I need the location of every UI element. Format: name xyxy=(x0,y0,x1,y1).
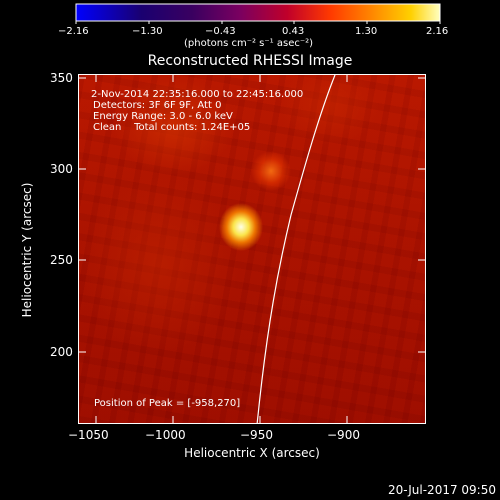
image-title: Reconstructed RHESSI Image xyxy=(147,53,353,69)
colorbar-tick-4: 1.30 xyxy=(355,26,378,37)
overlay-method-counts: Clean Total counts: 1.24E+05 xyxy=(93,122,251,133)
overlay-energy-range: Energy Range: 3.0 - 6.0 keV xyxy=(93,111,233,122)
colorbar-tick-0: −2.16 xyxy=(58,26,89,37)
y-tick-label-1: 300 xyxy=(50,162,73,176)
footer-timestamp: 20-Jul-2017 09:50 xyxy=(387,483,496,497)
colorbar-tick-1: −1.30 xyxy=(132,26,163,37)
overlay-peak-position: Position of Peak = [-958,270] xyxy=(94,398,241,409)
y-tick-label-3: 200 xyxy=(50,345,73,359)
x-tick-label-1: −1000 xyxy=(145,428,186,442)
y-tick-label-0: 350 xyxy=(50,71,73,85)
colorbar xyxy=(75,3,441,24)
x-tick-label-3: −900 xyxy=(327,428,360,442)
colorbar-tick-3: 0.43 xyxy=(282,26,305,37)
x-tick-label-2: −950 xyxy=(240,428,273,442)
image-plot: 2-Nov-2014 22:35:16.000 to 22:45:16.000 … xyxy=(78,74,426,424)
overlay-time-range: 2-Nov-2014 22:35:16.000 to 22:45:16.000 xyxy=(91,89,304,100)
colorbar-gradient xyxy=(75,3,441,22)
solar-limb-curve xyxy=(256,75,336,423)
x-axis-label: Heliocentric X (arcsec) xyxy=(184,446,320,460)
colorbar-tick-2: −0.43 xyxy=(205,26,236,37)
y-tick-label-2: 250 xyxy=(50,253,73,267)
overlay-detectors: Detectors: 3F 6F 9F, Att 0 xyxy=(93,100,222,111)
colorbar-tick-5: 2.16 xyxy=(426,26,449,37)
y-axis-label: Heliocentric Y (arcsec) xyxy=(20,182,34,318)
x-tick-label-0: −1050 xyxy=(68,428,109,442)
colorbar-units: (photons cm⁻² s⁻¹ asec⁻²) xyxy=(184,38,314,49)
rhessi-image xyxy=(79,75,425,423)
